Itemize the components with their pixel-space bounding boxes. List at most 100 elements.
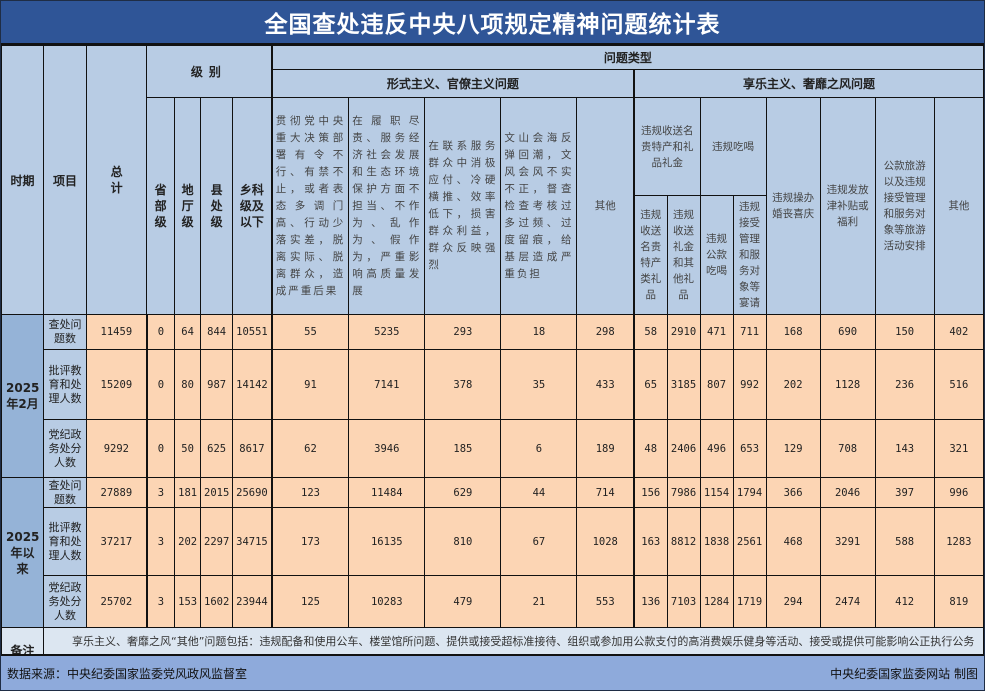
header-formalism-other: 其他 <box>576 97 635 315</box>
data-cell: 21 <box>500 575 578 628</box>
data-cell: 163 <box>632 507 668 576</box>
data-cell: 516 <box>933 349 985 420</box>
data-cell: 3 <box>145 507 176 576</box>
data-cell: 471 <box>699 314 734 350</box>
table-row: 2025年以来 查处问题数 27889 3 181 2015 25690 123 11484 62… <box>0 477 985 628</box>
data-cell: 714 <box>576 477 635 508</box>
data-cell: 293 <box>424 314 502 350</box>
data-cell: 321 <box>933 419 985 478</box>
data-cell: 0 <box>145 314 176 350</box>
data-cell: 35 <box>500 349 578 420</box>
header-problem-type: 问题类型 <box>270 45 984 70</box>
data-cell: 136 <box>632 575 668 628</box>
period-label: 2025年2月 <box>0 314 45 478</box>
data-cell: 173 <box>270 507 350 576</box>
data-cell: 2910 <box>666 314 701 350</box>
data-cell: 10551 <box>232 314 273 350</box>
header-level: 级别 <box>146 45 273 98</box>
header-hedonism-other: 其他 <box>933 97 985 315</box>
row-item-label: 查处问题数 <box>43 314 88 350</box>
data-cell: 91 <box>270 349 350 420</box>
data-cell: 3 <box>145 575 176 628</box>
data-cell: 9292 <box>86 419 148 478</box>
data-cell: 189 <box>576 419 635 478</box>
data-cell: 153 <box>174 575 202 628</box>
data-cell: 8617 <box>232 419 273 478</box>
data-cell: 1602 <box>200 575 234 628</box>
header-tourism: 公款旅游以及违规接受管理和服务对象等旅游活动安排 <box>874 97 935 315</box>
row-item-label: 党纪政务处分人数 <box>43 419 88 478</box>
data-cell: 23944 <box>232 575 273 628</box>
data-cell: 2046 <box>819 477 876 508</box>
data-cell: 402 <box>933 314 985 350</box>
header-item: 项目 <box>43 45 88 315</box>
data-cell: 236 <box>874 349 935 420</box>
header-gifts-cash: 违规收送礼金和其他礼品 <box>666 195 701 315</box>
data-cell: 708 <box>819 419 876 478</box>
data-cell: 50 <box>174 419 202 478</box>
data-cell: 37217 <box>86 507 148 576</box>
header-dining-public: 违规公款吃喝 <box>699 195 734 315</box>
data-cell: 298 <box>576 314 635 350</box>
data-cell: 6 <box>500 419 578 478</box>
data-cell: 711 <box>732 314 767 350</box>
data-cell: 11459 <box>86 314 148 350</box>
data-cell: 433 <box>576 349 635 420</box>
data-cell: 185 <box>424 419 502 478</box>
header-formalism-col-4: 文山会海反弹回潮，文风会风不实不正，督查检查考核过多过频、过度留痕，给基层造成严… <box>500 97 578 315</box>
data-cell: 202 <box>765 349 821 420</box>
footer: 数据来源：中央纪委国家监委党风政风监督室 中央纪委国家监委网站 制图 <box>1 654 984 690</box>
data-cell: 156 <box>632 477 668 508</box>
data-cell: 27889 <box>86 477 148 508</box>
data-cell: 690 <box>819 314 876 350</box>
data-cell: 3946 <box>348 419 426 478</box>
header-gifts-specialty: 违规收送名贵特产类礼品 <box>632 195 668 315</box>
data-cell: 987 <box>200 349 234 420</box>
data-cell: 7141 <box>348 349 426 420</box>
data-cell: 143 <box>874 419 935 478</box>
data-cell: 150 <box>874 314 935 350</box>
data-cell: 1794 <box>732 477 767 508</box>
data-cell: 653 <box>732 419 767 478</box>
data-cell: 1284 <box>699 575 734 628</box>
header-period: 时期 <box>0 45 45 315</box>
data-cell: 3291 <box>819 507 876 576</box>
data-cell: 7103 <box>666 575 701 628</box>
data-cell: 18 <box>500 314 578 350</box>
data-cell: 3 <box>145 477 176 508</box>
data-cell: 294 <box>765 575 821 628</box>
data-cell: 996 <box>933 477 985 508</box>
data-cell: 1154 <box>699 477 734 508</box>
data-cell: 123 <box>270 477 350 508</box>
row-item-label: 批评教育和处理人数 <box>43 349 88 420</box>
table-row: 批评教育和处理人数 37217 3 202 2297 34715 173 16135 810 67… <box>2 507 985 576</box>
row-item-label: 查处问题数 <box>43 477 88 508</box>
data-cell: 62 <box>270 419 350 478</box>
data-cell: 0 <box>145 419 176 478</box>
data-cell: 14142 <box>232 349 273 420</box>
data-cell: 810 <box>424 507 502 576</box>
data-cell: 65 <box>632 349 668 420</box>
header-level-prefectural: 地厅级 <box>174 97 202 315</box>
table-row: 党纪政务处分人数 25702 3 153 1602 23944 125 10283 479 21 5… <box>2 575 985 628</box>
data-cell: 992 <box>732 349 767 420</box>
data-cell: 25702 <box>86 575 148 628</box>
data-cell: 7986 <box>666 477 701 508</box>
data-cell: 1283 <box>933 507 985 576</box>
data-cell: 125 <box>270 575 350 628</box>
data-cell: 8812 <box>666 507 701 576</box>
data-cell: 807 <box>699 349 734 420</box>
data-cell: 2015 <box>200 477 234 508</box>
data-cell: 5235 <box>348 314 426 350</box>
data-source: 数据来源：中央纪委国家监委党风政风监督室 <box>7 666 248 681</box>
data-cell: 2297 <box>200 507 234 576</box>
data-cell: 15209 <box>86 349 148 420</box>
data-cell: 67 <box>500 507 578 576</box>
header-formalism: 形式主义、官僚主义问题 <box>270 69 635 98</box>
data-cell: 468 <box>765 507 821 576</box>
data-cell: 80 <box>174 349 202 420</box>
data-cell: 479 <box>424 575 502 628</box>
header-formalism-col-1: 贯彻党中央重大决策部署有令不行、有禁不止，或者表态多调门高、行动少落实差，脱离实… <box>270 97 350 315</box>
table-row: 批评教育和处理人数 15209 0 80 987 14142 91 7141 378 35 433 6… <box>2 349 985 420</box>
